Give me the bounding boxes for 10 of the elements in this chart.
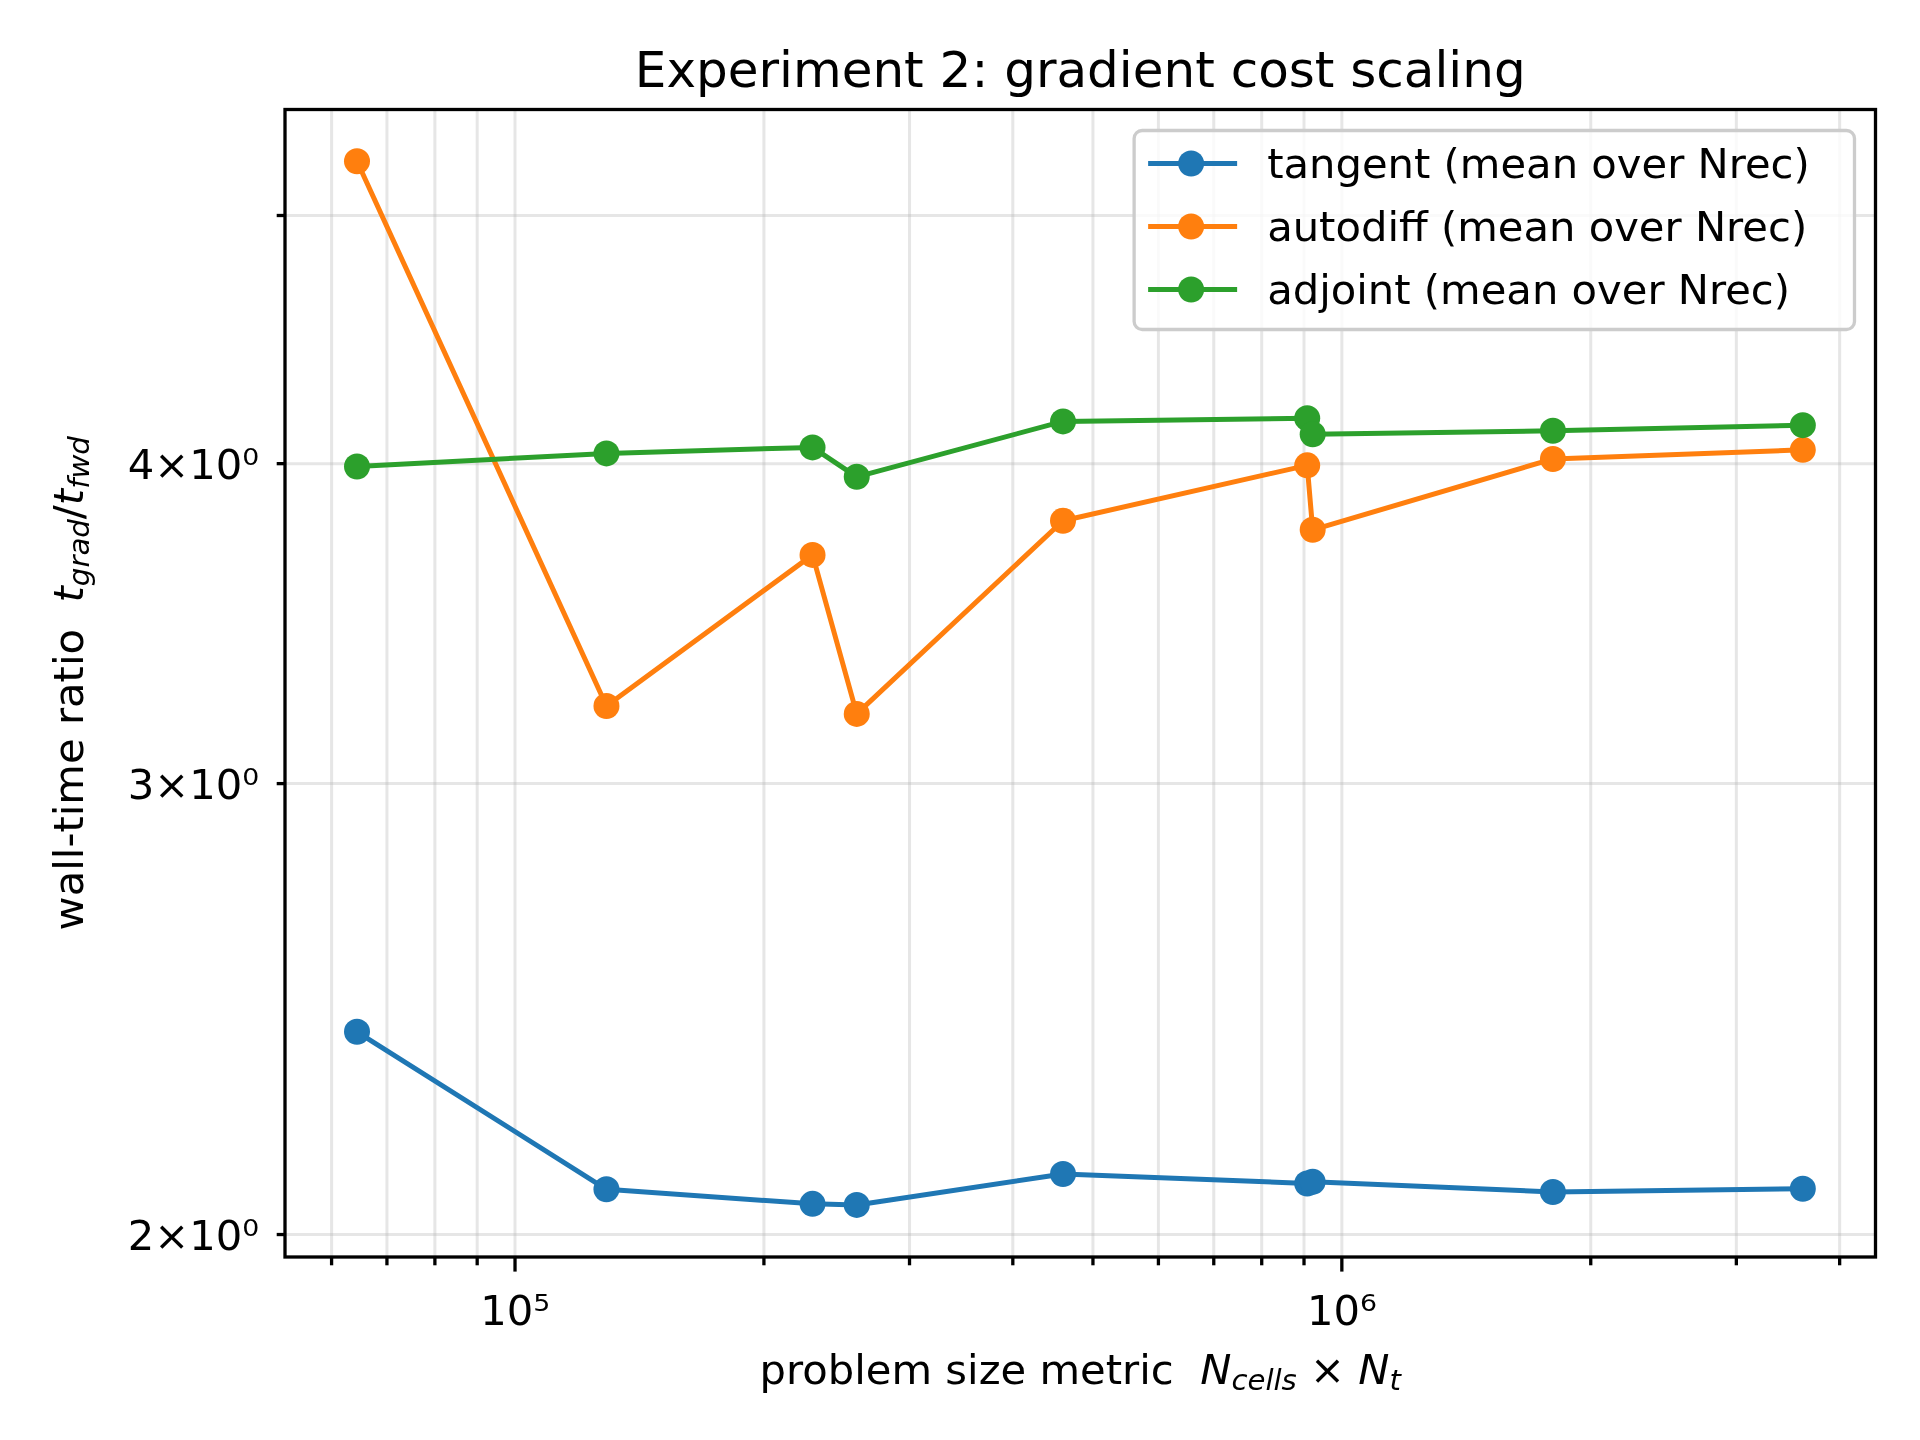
y-tick-label: 2×10⁰ (127, 1210, 259, 1260)
x-tick-label: 10⁶ (1306, 1286, 1377, 1335)
y-tick-label: 4×10⁰ (127, 439, 259, 489)
y-tick-label: 3×10⁰ (127, 759, 259, 809)
x-tick-label: 10⁵ (480, 1286, 550, 1335)
legend-label: autodiff (mean over Nrec) (1267, 201, 1808, 251)
x-axis-title: problem size metric N$_{cells}$ × N$_{t}$ (759, 1345, 1403, 1398)
chart-title: Experiment 2: gradient cost scaling (634, 41, 1526, 99)
legend-label: adjoint (mean over Nrec) (1267, 264, 1791, 314)
legend-label: tangent (mean over Nrec) (1267, 138, 1810, 188)
